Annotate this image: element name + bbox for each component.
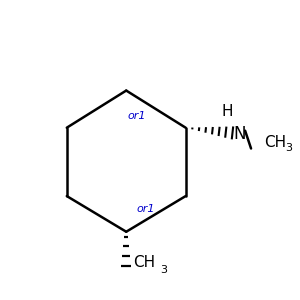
Text: 3: 3 (160, 266, 167, 275)
Text: H: H (221, 104, 233, 119)
Text: N: N (233, 125, 245, 143)
Text: or1: or1 (128, 111, 146, 121)
Text: or1: or1 (136, 204, 155, 214)
Text: CH: CH (264, 135, 286, 150)
Text: 3: 3 (285, 142, 292, 153)
Text: CH: CH (133, 255, 155, 270)
